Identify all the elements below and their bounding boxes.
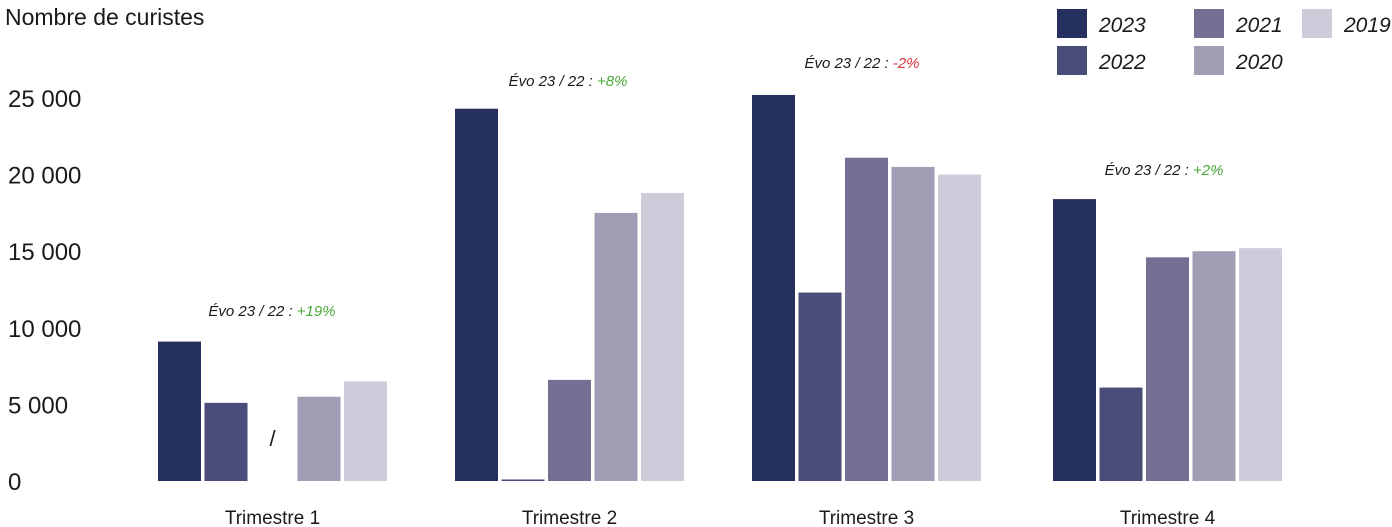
legend-swatch-2021	[1194, 9, 1224, 38]
legend-swatch-2019	[1302, 9, 1332, 38]
bar-2023-trimestre-2	[455, 108, 498, 481]
evolution-annotations: Évo 23 / 22 : +19%Évo 23 / 22 : +8%Évo 2…	[208, 55, 1223, 320]
bar-2023-trimestre-3	[752, 94, 795, 481]
bar-2021-trimestre-3	[845, 157, 888, 482]
evolution-value: +8%	[597, 73, 627, 90]
bar-2019-trimestre-1	[344, 381, 387, 481]
legend-swatch-2023	[1057, 9, 1087, 38]
bar-2022-trimestre-1	[204, 402, 248, 481]
y-tick-label: 15 000	[8, 239, 81, 266]
legend-label-2023: 2023	[1098, 14, 1146, 37]
y-axis-ticks: 0 5 000 10 000 15 000 20 000 25 000	[8, 86, 81, 496]
y-tick-label: 0	[8, 469, 21, 496]
legend-label-2020: 2020	[1235, 51, 1283, 74]
evolution-value: +2%	[1193, 162, 1223, 179]
evolution-annotation: Évo 23 / 22 : +2%	[1105, 162, 1224, 179]
x-axis-ticks: Trimestre 1 Trimestre 2 Trimestre 3 Trimest…	[225, 508, 1216, 527]
x-tick-label: Trimestre 4	[1120, 508, 1216, 527]
y-tick-label: 20 000	[8, 163, 81, 190]
legend-swatch-2020	[1194, 46, 1224, 75]
bar-2019-trimestre-3	[938, 174, 981, 481]
y-tick-label: 25 000	[8, 86, 81, 113]
bar-2023-trimestre-1	[158, 341, 201, 481]
bar-2020-trimestre-4	[1192, 251, 1236, 481]
bar-2021-trimestre-4	[1146, 257, 1189, 481]
evolution-annotation: Évo 23 / 22 : -2%	[804, 55, 919, 72]
bar-2021-trimestre-2	[548, 379, 591, 481]
evolution-label: Évo 23 / 22 :	[1105, 162, 1193, 179]
bar-2023-trimestre-4	[1053, 199, 1096, 481]
legend-label-2021: 2021	[1235, 14, 1283, 37]
evolution-label: Évo 23 / 22 :	[509, 73, 597, 90]
bar-2020-trimestre-3	[891, 166, 935, 481]
evolution-value: +19%	[297, 303, 336, 320]
missing-value-marker: /	[269, 426, 276, 451]
bar-2022-trimestre-4	[1099, 387, 1143, 481]
bar-2022-trimestre-3	[798, 292, 842, 481]
bars: /	[158, 94, 1282, 482]
bar-2019-trimestre-2	[641, 192, 684, 481]
bar-2020-trimestre-1	[297, 396, 341, 481]
evolution-annotation: Évo 23 / 22 : +19%	[208, 303, 335, 320]
evolution-value: -2%	[893, 55, 920, 72]
bar-2019-trimestre-4	[1239, 248, 1282, 481]
evolution-label: Évo 23 / 22 :	[804, 55, 892, 72]
evolution-label: Évo 23 / 22 :	[208, 303, 296, 320]
x-tick-label: Trimestre 3	[819, 508, 914, 527]
bar-2020-trimestre-2	[594, 212, 638, 481]
x-tick-label: Trimestre 1	[225, 508, 320, 527]
bar-2022-trimestre-2	[501, 479, 545, 481]
y-tick-label: 5 000	[8, 392, 68, 419]
legend-label-2019: 2019	[1343, 14, 1391, 37]
legend-label-2022: 2022	[1098, 51, 1146, 74]
evolution-annotation: Évo 23 / 22 : +8%	[509, 73, 628, 90]
y-tick-label: 10 000	[8, 316, 81, 343]
legend: 2023 2021 2019 2022 2020	[1057, 9, 1391, 75]
x-tick-label: Trimestre 2	[522, 508, 617, 527]
y-axis-title: Nombre de curistes	[5, 4, 204, 30]
legend-swatch-2022	[1057, 46, 1087, 75]
